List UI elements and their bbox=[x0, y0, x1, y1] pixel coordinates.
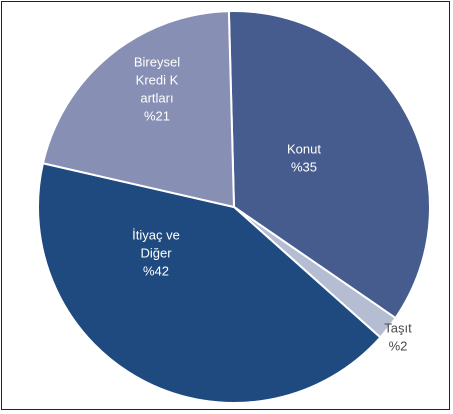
pie-slice-3 bbox=[37, 162, 382, 404]
slice-label-line: Bireysel bbox=[134, 54, 180, 69]
slice-label-3: İtiyaç ve Diğer %42 bbox=[132, 227, 180, 278]
slice-label-line: Diğer bbox=[140, 245, 172, 260]
pie-slice-4 bbox=[41, 10, 236, 209]
slice-label-line: Kredi K bbox=[136, 72, 179, 87]
slice-label-line: Taşıt bbox=[384, 320, 412, 335]
slice-label-line: %42 bbox=[143, 263, 169, 278]
slice-label-line: %21 bbox=[144, 108, 170, 123]
slice-label-line: %35 bbox=[291, 159, 317, 174]
slice-label-line: artları bbox=[140, 90, 173, 105]
slice-label-4: Bireysel Kredi K artları %21 bbox=[134, 54, 180, 123]
pie-slice-1 bbox=[227, 10, 431, 320]
slice-label-2: Taşıt %2 bbox=[384, 320, 412, 353]
slice-label-line: %2 bbox=[389, 338, 408, 353]
slice-label-line: Konut bbox=[287, 141, 321, 156]
slice-label-1: Konut %35 bbox=[287, 141, 321, 174]
slice-label-line: İtiyaç ve bbox=[132, 227, 180, 242]
